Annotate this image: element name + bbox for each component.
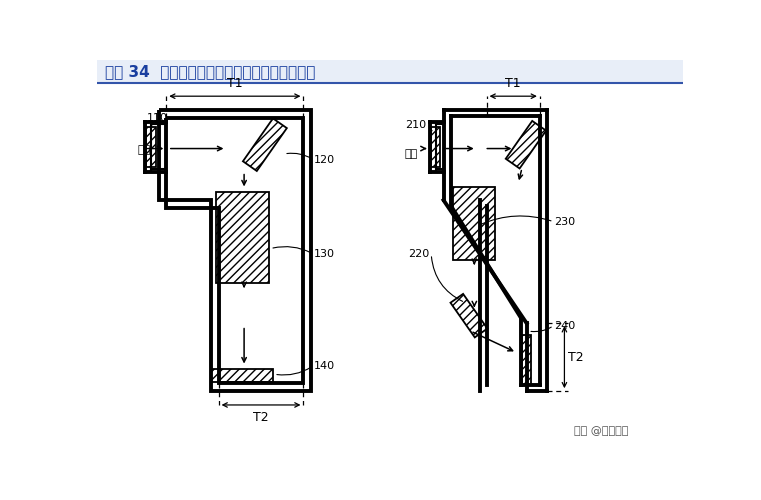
Text: 光线: 光线 (137, 145, 151, 155)
Text: T1: T1 (227, 77, 243, 90)
Text: T2: T2 (253, 411, 269, 424)
Text: 220: 220 (409, 249, 430, 259)
Text: 110: 110 (147, 113, 168, 122)
Bar (97, 60, 683, 83)
Text: 头条 @未来智库: 头条 @未来智库 (575, 426, 629, 436)
Polygon shape (453, 187, 495, 260)
Polygon shape (243, 118, 287, 171)
Text: 210: 210 (405, 120, 426, 130)
Polygon shape (216, 192, 269, 284)
Text: 130: 130 (314, 249, 335, 259)
Polygon shape (506, 121, 546, 168)
Polygon shape (522, 335, 531, 385)
Text: 图表 34  华为单棱镜、双棱镜潜望式镜头专利图: 图表 34 华为单棱镜、双棱镜潜望式镜头专利图 (105, 64, 315, 79)
Text: 光线: 光线 (405, 149, 418, 159)
Text: T2: T2 (568, 350, 584, 364)
Text: 240: 240 (554, 320, 575, 330)
Text: T1: T1 (505, 77, 521, 90)
Polygon shape (451, 294, 487, 338)
Text: 120: 120 (314, 155, 336, 165)
Polygon shape (146, 127, 155, 167)
Text: 140: 140 (314, 360, 336, 370)
Text: 230: 230 (554, 216, 575, 226)
Polygon shape (431, 127, 441, 167)
Polygon shape (211, 369, 272, 382)
